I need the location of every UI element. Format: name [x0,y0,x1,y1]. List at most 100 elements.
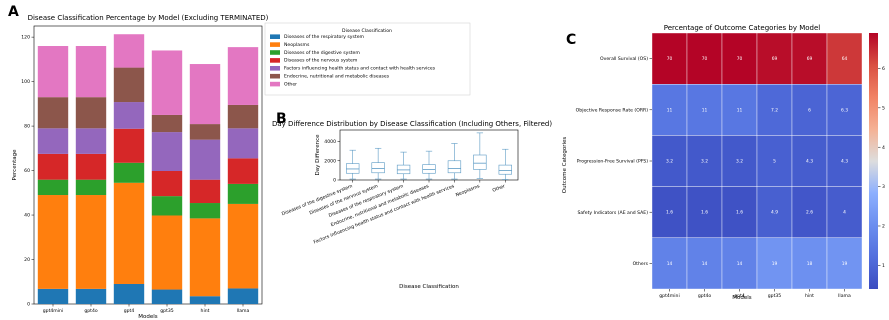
cell-overall-survival-os-gpt4mini [651,32,688,85]
panel-c-x-label: Models [732,295,752,301]
colorbar-tick-label: 2 [882,224,885,230]
panel-a-letter: A [8,4,19,20]
cell-value: 3.2 [701,159,708,165]
bar-gpt4mini-endocrine-nutritional-and-metabolic-diseases [37,97,69,129]
bar-llama-factors-influencing-health-status-and-contact-with-health-services [227,128,259,159]
panel-a-legend-box [264,22,471,96]
bar-gpt4o-diseases-of-the-digestive-system [75,179,107,196]
bar-gpt4o-diseases-of-the-nervous-system [75,153,107,180]
x-tick-label: gpt35 [160,308,174,314]
cell-value: 14 [702,261,708,267]
legend-label-neoplasms: Neoplasms [284,42,310,48]
legend-label-diseases-of-the-digestive-system: Diseases of the digestive system [284,50,360,56]
panel-a: A Disease Classification Percentage by M… [8,4,471,320]
bar-gpt4mini-diseases-of-the-respiratory-system [37,288,69,304]
cell-value: 11 [737,107,743,113]
cell-value: 3.2 [736,159,743,165]
cell-safety-indicators-ae-and-sae-gpt35 [756,186,793,239]
cell-value: 19 [842,261,848,267]
panel-a-bars [37,34,259,304]
cell-value: 4.9 [771,210,778,216]
panel-b-title: Day Difference Distribution by Disease C… [272,120,552,128]
x-tick-label: llama [237,308,250,314]
cell-value: 14 [667,261,673,267]
x-tick-label: Neoplasms [455,183,481,198]
bar-gpt4-diseases-of-the-digestive-system [113,162,145,183]
x-tick-label: gpt4mini [659,293,680,299]
bar-hint-neoplasms [189,218,221,297]
bar-gpt4o-neoplasms [75,195,107,289]
cell-value: 1.6 [701,210,708,216]
cell-value: 6 [808,107,811,113]
bar-llama-endocrine-nutritional-and-metabolic-diseases [227,104,259,129]
bar-llama-diseases-of-the-digestive-system [227,183,259,204]
bar-gpt4mini-factors-influencing-health-status-and-contact-with-health-services [37,128,69,154]
bar-hint-diseases-of-the-respiratory-system [189,296,221,304]
panel-c-y-ticks: Overall Survival (OS) Objective Response … [576,56,652,267]
cell-value: 11 [667,107,673,113]
y-tick-label: 80 [24,124,30,130]
legend-swatch-diseases-of-the-nervous-system [270,58,280,63]
y-tick-label: 4000 [324,139,336,145]
panel-c-letter: C [566,32,576,48]
cell-progression-free-survival-pfs-gpt35 [756,135,793,187]
panel-c-colorbar-ticks: 1 2 3 4 5 6 [878,66,885,269]
bar-gpt4mini-other [37,46,69,98]
cell-value: 4 [843,210,846,216]
box-diseases-of-the-digestive-system [346,163,360,174]
cell-value: 69 [772,56,778,62]
cell-others-gpt4mini [651,237,688,290]
cell-value: 3.2 [666,159,673,165]
legend-swatch-factors-influencing-health-status-and-contact-with-health-services [270,66,280,71]
cell-value: 64 [842,56,848,62]
panel-a-title: Disease Classification Percentage by Mod… [28,14,269,22]
panel-a-legend-title: Disease Classification [342,28,392,34]
panel-b-x-ticks: Diseases of the digestive systemDiseases… [281,180,506,245]
cell-overall-survival-os-gpt35 [756,32,793,85]
box-factors-influencing-health-status-and-contact-with-health-services [447,160,462,174]
colorbar-tick-label: 3 [882,184,885,190]
y-tick-label: Others [633,261,649,267]
cell-value: 70 [667,56,673,62]
cell-value: 69 [807,56,813,62]
colorbar-tick-label: 4 [882,145,885,151]
box-endocrine-nutritional-and-metabolic-diseases [422,164,436,174]
bar-gpt35-diseases-of-the-respiratory-system [151,289,183,304]
panel-a-x-ticks: gpt4mini gpt4o gpt4 gpt35 hint llama [43,304,250,314]
panel-b-y-label: Day Difference [315,134,321,176]
legend-swatch-diseases-of-the-digestive-system [270,50,280,55]
bar-hint-endocrine-nutritional-and-metabolic-diseases [189,124,221,140]
x-tick-label: gpt4o [84,308,98,314]
bar-gpt35-factors-influencing-health-status-and-contact-with-health-services [151,132,183,172]
x-tick-label: Other [492,183,506,193]
cell-progression-free-survival-pfs-gpt4mini [651,135,688,187]
y-tick-label: 0 [333,178,336,184]
panel-b-letter: B [276,111,287,127]
cell-value: 4.3 [806,159,813,165]
colorbar-tick-label: 5 [882,105,885,111]
bar-llama-diseases-of-the-nervous-system [227,158,259,184]
bar-gpt35-diseases-of-the-digestive-system [151,196,183,216]
cell-value: 1.6 [666,210,673,216]
legend-swatch-other [270,81,280,87]
panel-c-cells: 70 70 70 69 69 64 11 11 11 7.2 6 6.3 3.2 3.2 3.2 5 4.3 4.… [651,32,863,290]
box-diseases-of-the-respiratory-system [396,164,411,175]
panel-a-y-label: Percentage [12,149,18,181]
legend-label-factors-influencing-health-status-and-contact-with-health-services: Factors influencing health status and co… [284,66,436,72]
cell-progression-free-survival-pfs-gpt4 [721,135,758,187]
y-tick-label: Overall Survival (OS) [600,56,648,62]
bar-hint-diseases-of-the-digestive-system [189,203,221,219]
x-tick-label: gpt4 [124,308,135,314]
cell-value: 18 [807,261,813,267]
cell-progression-free-survival-pfs-llama [826,135,863,187]
panel-b: B Day Difference Distribution by Disease… [272,111,552,290]
bar-gpt4-neoplasms [113,182,145,284]
legend-swatch-diseases-of-the-respiratory-system [270,34,280,39]
cell-value: 19 [772,261,778,267]
bar-gpt4-factors-influencing-health-status-and-contact-with-health-services [113,102,145,129]
cell-overall-survival-os-gpt4 [721,32,758,85]
bar-gpt35-neoplasms [151,215,183,290]
panel-a-plot-frame [33,25,263,305]
x-tick-label: gpt4mini [43,308,64,314]
